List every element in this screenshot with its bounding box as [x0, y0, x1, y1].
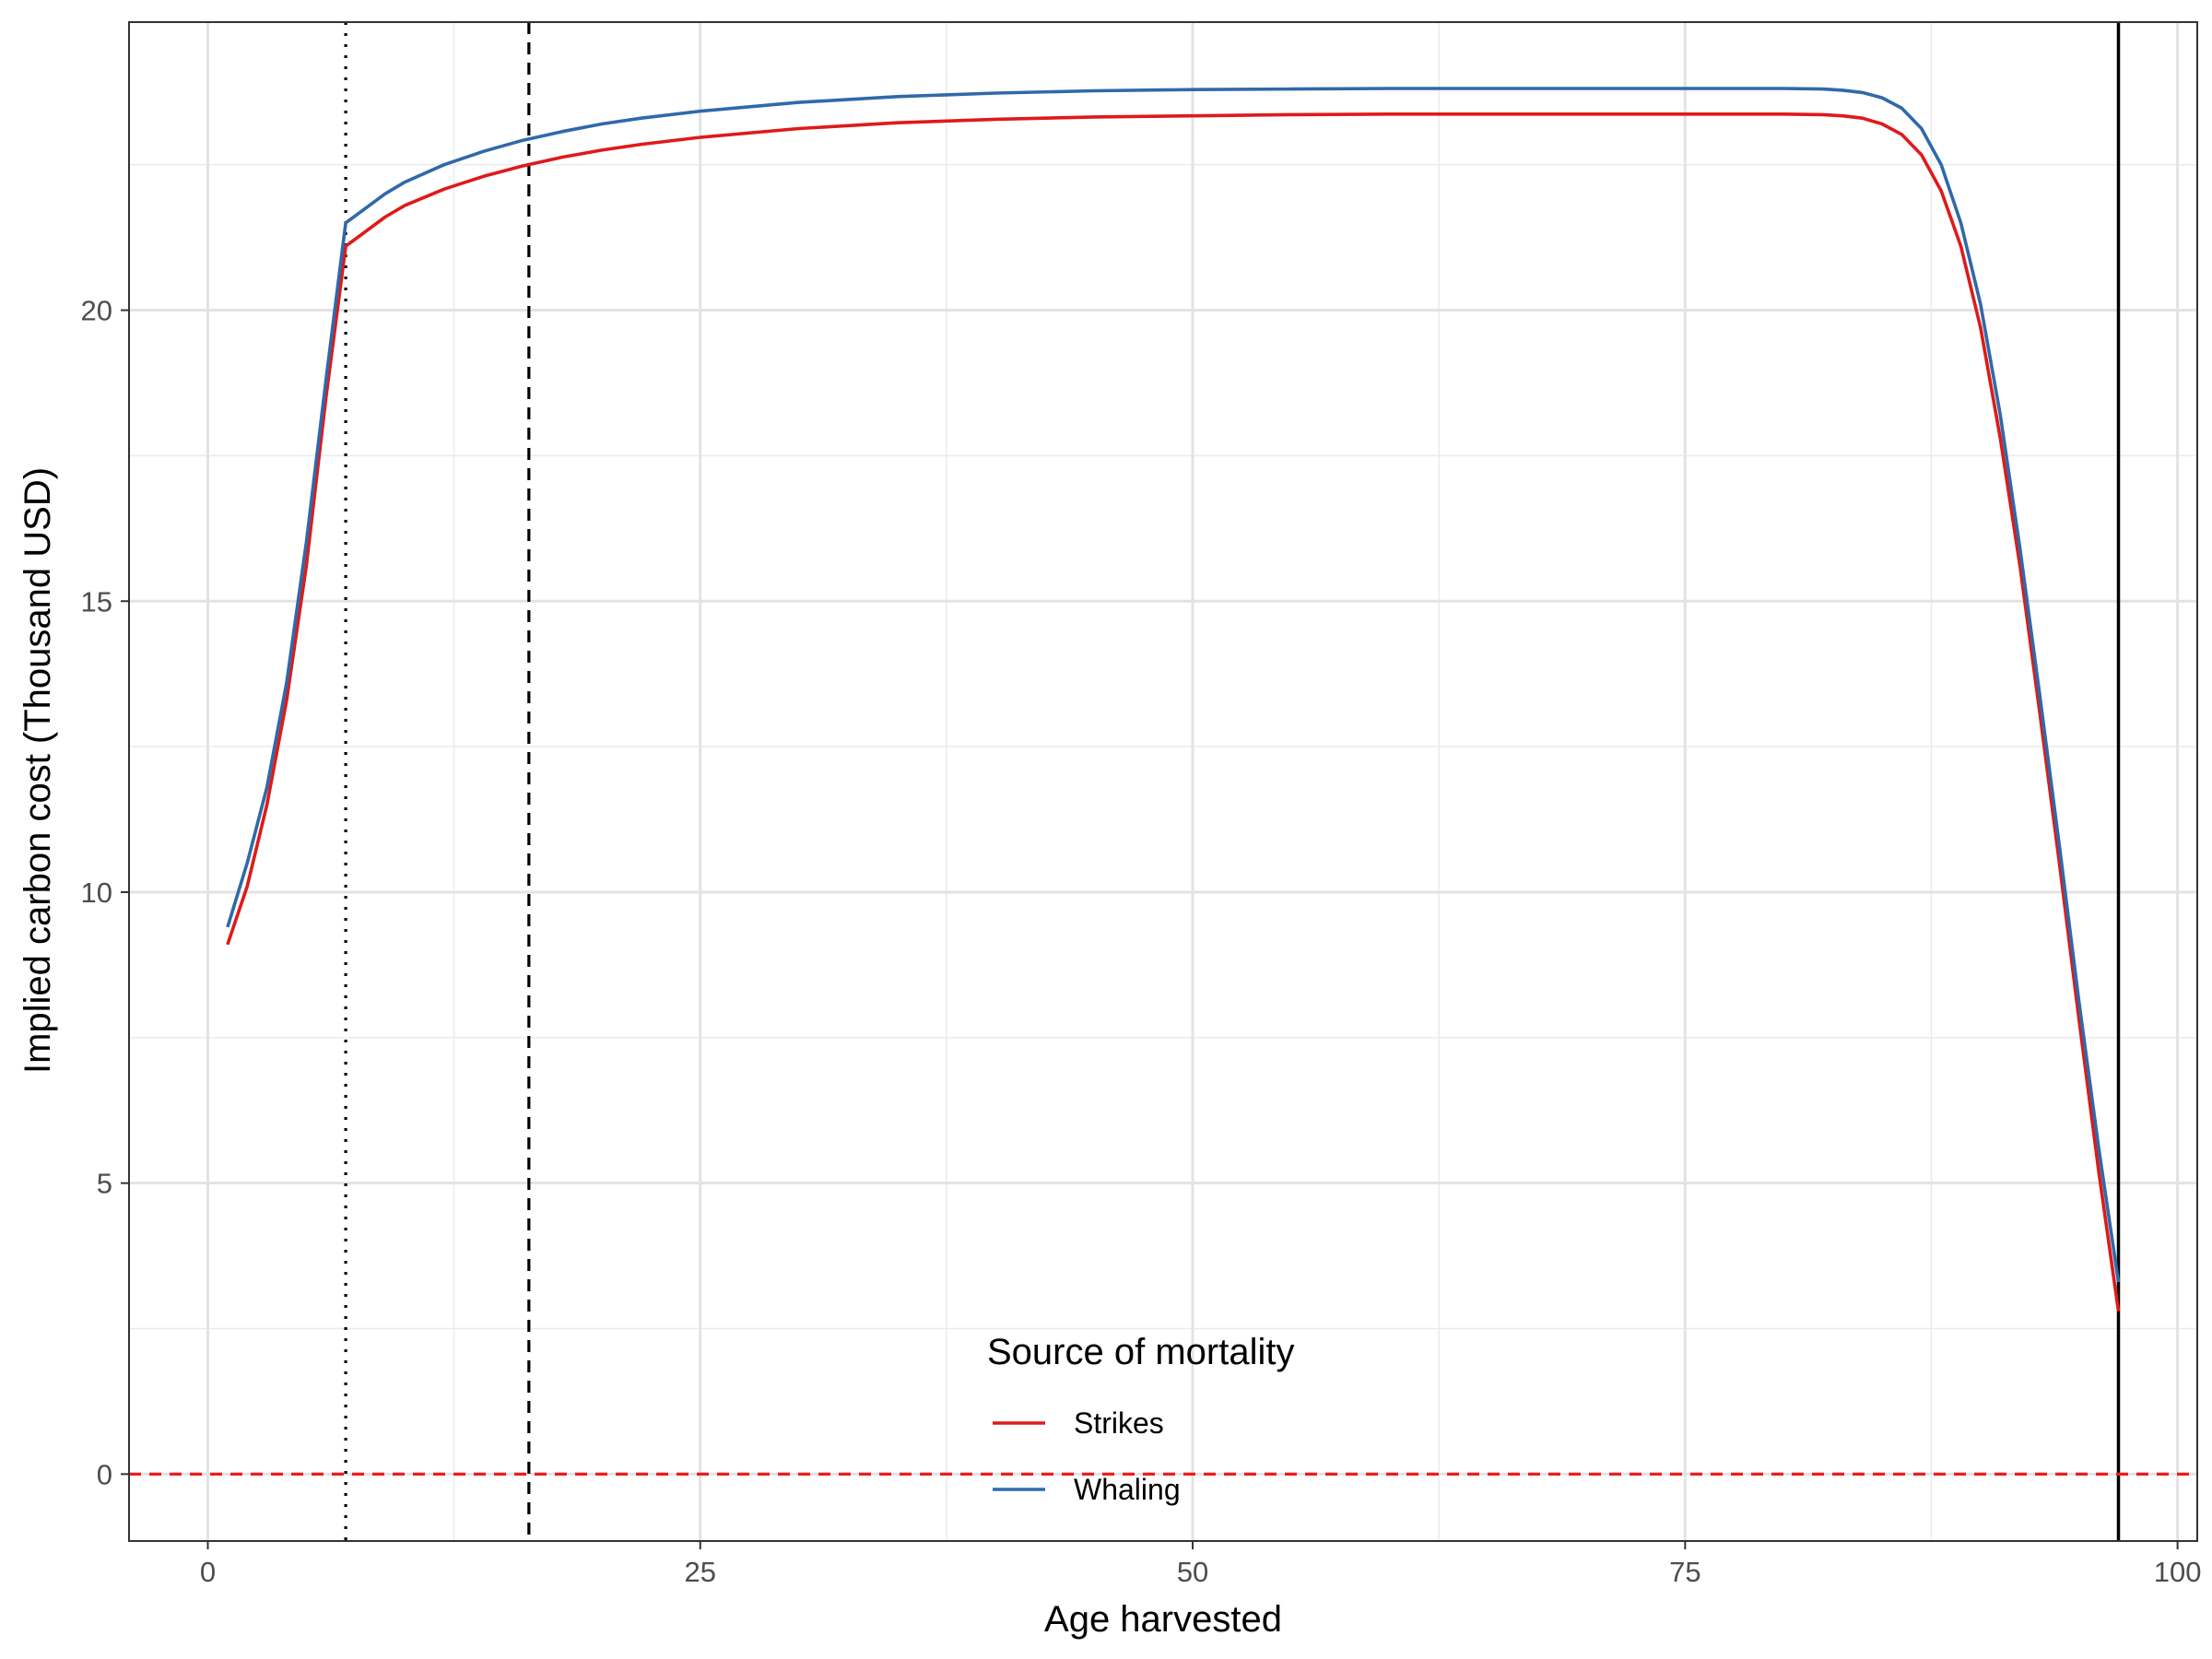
- legend-label-strikes: Strikes: [1074, 1406, 1164, 1440]
- x-axis-title: Age harvested: [1044, 1599, 1282, 1640]
- y-tick-label: 15: [81, 585, 112, 618]
- x-tick-label: 100: [2154, 1556, 2202, 1588]
- x-tick-label: 50: [1177, 1556, 1208, 1588]
- y-tick-label: 10: [81, 877, 112, 909]
- y-tick-label: 5: [97, 1168, 112, 1200]
- legend-label-whaling: Whaling: [1074, 1473, 1181, 1506]
- y-axis-title: Implied carbon cost (Thousand USD): [18, 467, 58, 1074]
- x-tick-label: 75: [1669, 1556, 1700, 1588]
- minor-gridlines: [129, 22, 2197, 1541]
- x-tick-label: 25: [685, 1556, 716, 1588]
- panel-border: [128, 21, 2198, 1542]
- series-line-whaling: [226, 87, 2121, 1283]
- panel-border-rect: [128, 21, 2198, 1542]
- panel-background: [129, 22, 2197, 1541]
- plot-panel: [129, 22, 2197, 1541]
- y-tick-label: 0: [97, 1458, 112, 1490]
- legend-title: Source of mortality: [987, 1332, 1294, 1372]
- legend: Source of mortality Strikes Whaling: [987, 1332, 1294, 1506]
- y-tick-label: 20: [81, 295, 112, 327]
- reference-lines: [129, 22, 2197, 1541]
- series-line-strikes: [226, 112, 2121, 1312]
- x-axis: 0 25 50 75 100: [200, 1541, 2202, 1588]
- y-axis: 0 5 10 15 20: [81, 295, 129, 1490]
- x-tick-label: 0: [200, 1556, 216, 1588]
- series-lines: [226, 87, 2121, 1312]
